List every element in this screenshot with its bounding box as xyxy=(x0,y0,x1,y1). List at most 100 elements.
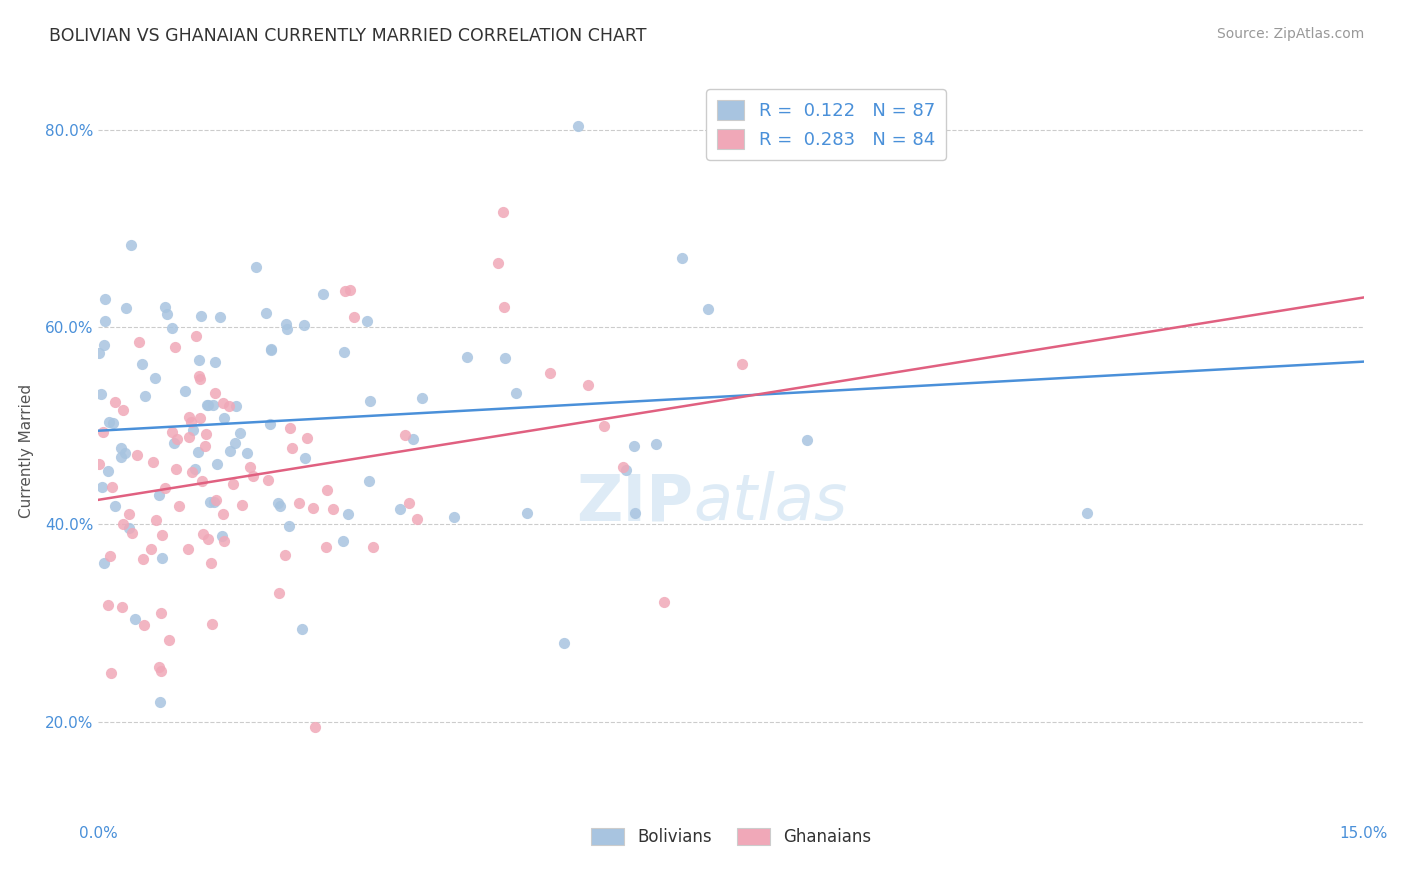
Point xyxy=(236,446,259,460)
Point xyxy=(121,526,143,541)
Point xyxy=(290,622,312,636)
Point xyxy=(260,343,283,358)
Point xyxy=(269,499,291,513)
Point xyxy=(301,500,323,515)
Legend: Bolivians, Ghanaians: Bolivians, Ghanaians xyxy=(583,822,879,853)
Point xyxy=(1076,506,1098,520)
Text: atlas: atlas xyxy=(693,471,848,533)
Point xyxy=(211,529,233,543)
Point xyxy=(148,488,170,502)
Point xyxy=(153,300,176,314)
Point xyxy=(339,284,361,298)
Point xyxy=(288,496,311,510)
Point xyxy=(245,260,267,275)
Point xyxy=(322,502,344,516)
Point xyxy=(111,599,134,614)
Point xyxy=(294,450,316,465)
Point xyxy=(212,533,235,548)
Point xyxy=(188,372,211,386)
Point xyxy=(277,519,299,533)
Point xyxy=(114,301,136,315)
Point xyxy=(142,454,165,468)
Point xyxy=(149,606,172,620)
Point xyxy=(624,506,647,520)
Point xyxy=(260,342,283,356)
Point xyxy=(516,506,538,520)
Point xyxy=(187,369,209,384)
Point xyxy=(204,493,226,508)
Point xyxy=(149,695,172,709)
Point xyxy=(398,495,420,509)
Point xyxy=(148,660,170,674)
Point xyxy=(128,335,150,350)
Point xyxy=(614,463,637,477)
Point xyxy=(188,410,211,425)
Point xyxy=(134,389,156,403)
Point xyxy=(259,417,281,432)
Point xyxy=(295,432,318,446)
Point xyxy=(443,509,465,524)
Point xyxy=(114,445,136,459)
Point xyxy=(184,329,207,343)
Point xyxy=(315,540,337,554)
Point xyxy=(231,498,253,512)
Point xyxy=(731,357,754,371)
Point xyxy=(274,549,297,563)
Point xyxy=(110,450,132,464)
Point xyxy=(312,286,335,301)
Point xyxy=(127,448,149,462)
Point xyxy=(183,423,205,437)
Point xyxy=(131,552,153,566)
Point xyxy=(239,459,262,474)
Point xyxy=(652,595,675,609)
Point xyxy=(177,542,200,557)
Text: Source: ZipAtlas.com: Source: ZipAtlas.com xyxy=(1216,27,1364,41)
Point xyxy=(405,512,427,526)
Point xyxy=(567,119,589,133)
Point xyxy=(304,720,326,734)
Point xyxy=(593,419,616,434)
Point xyxy=(191,474,214,488)
Text: BOLIVIAN VS GHANAIAN CURRENTLY MARRIED CORRELATION CHART: BOLIVIAN VS GHANAIAN CURRENTLY MARRIED C… xyxy=(49,27,647,45)
Point xyxy=(359,474,381,488)
Point xyxy=(356,314,378,328)
Point xyxy=(202,495,225,509)
Point xyxy=(120,237,142,252)
Point xyxy=(671,251,693,265)
Point xyxy=(165,340,187,354)
Point xyxy=(160,321,183,335)
Point xyxy=(402,432,425,446)
Point xyxy=(160,425,183,440)
Point xyxy=(612,460,634,475)
Point xyxy=(195,426,218,441)
Point xyxy=(202,398,225,412)
Point xyxy=(623,439,645,453)
Point xyxy=(456,350,478,364)
Point xyxy=(411,391,433,405)
Point xyxy=(644,436,666,450)
Point xyxy=(132,617,155,632)
Point xyxy=(343,310,366,324)
Point xyxy=(225,399,247,413)
Point xyxy=(97,415,120,429)
Point xyxy=(181,465,204,479)
Point xyxy=(335,284,357,298)
Point xyxy=(101,416,124,430)
Point xyxy=(184,461,207,475)
Point xyxy=(94,314,117,328)
Point xyxy=(156,308,179,322)
Point xyxy=(316,483,339,498)
Point xyxy=(104,395,127,409)
Point xyxy=(150,528,173,542)
Point xyxy=(212,507,235,521)
Point xyxy=(208,310,231,325)
Point xyxy=(214,411,236,425)
Point xyxy=(495,351,517,366)
Point xyxy=(177,409,200,424)
Point xyxy=(118,521,141,535)
Point xyxy=(332,533,354,548)
Point xyxy=(276,322,298,336)
Point xyxy=(200,556,222,570)
Point xyxy=(361,540,384,554)
Point xyxy=(166,462,188,476)
